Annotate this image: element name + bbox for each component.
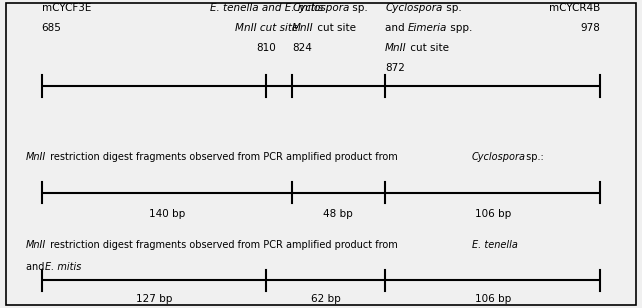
Text: 978: 978 [580, 23, 600, 33]
Text: 140 bp: 140 bp [149, 209, 185, 219]
Text: mCYCR4B: mCYCR4B [549, 3, 600, 13]
Text: cut site: cut site [314, 23, 356, 33]
Text: sp.:: sp.: [523, 152, 544, 162]
Text: and: and [385, 23, 408, 33]
Text: and: and [26, 262, 47, 272]
Text: 685: 685 [42, 23, 62, 33]
Text: 106 bp: 106 bp [475, 294, 511, 304]
Text: MnII: MnII [26, 152, 46, 162]
Text: mCYCF3E: mCYCF3E [42, 3, 91, 13]
Text: :: : [76, 262, 79, 272]
Text: 48 bp: 48 bp [324, 209, 353, 219]
Text: 824: 824 [292, 43, 312, 53]
Text: Cyclospora: Cyclospora [472, 152, 526, 162]
Text: sp.: sp. [442, 3, 462, 13]
Text: Cyclospora: Cyclospora [385, 3, 442, 13]
Text: MnII: MnII [26, 240, 46, 250]
Text: E. tenella: E. tenella [472, 240, 517, 250]
Text: 810: 810 [257, 43, 276, 53]
Text: E. tenella and E. mitis: E. tenella and E. mitis [210, 3, 323, 13]
Text: 127 bp: 127 bp [136, 294, 172, 304]
Text: restriction digest fragments observed from PCR amplified product from: restriction digest fragments observed fr… [47, 152, 401, 162]
Text: MnII: MnII [385, 43, 407, 53]
Text: Cyclospora: Cyclospora [292, 3, 349, 13]
Text: 62 bp: 62 bp [311, 294, 340, 304]
Text: MnII cut site: MnII cut site [235, 23, 298, 33]
Text: restriction digest fragments observed from PCR amplified product from: restriction digest fragments observed fr… [47, 240, 401, 250]
Text: cut site: cut site [407, 43, 449, 53]
Text: Eimeria: Eimeria [408, 23, 447, 33]
Text: spp.: spp. [447, 23, 473, 33]
Text: 872: 872 [385, 63, 405, 73]
Text: MnII: MnII [292, 23, 314, 33]
Text: E. mitis: E. mitis [45, 262, 82, 272]
Text: 106 bp: 106 bp [475, 209, 511, 219]
Text: sp.: sp. [349, 3, 369, 13]
